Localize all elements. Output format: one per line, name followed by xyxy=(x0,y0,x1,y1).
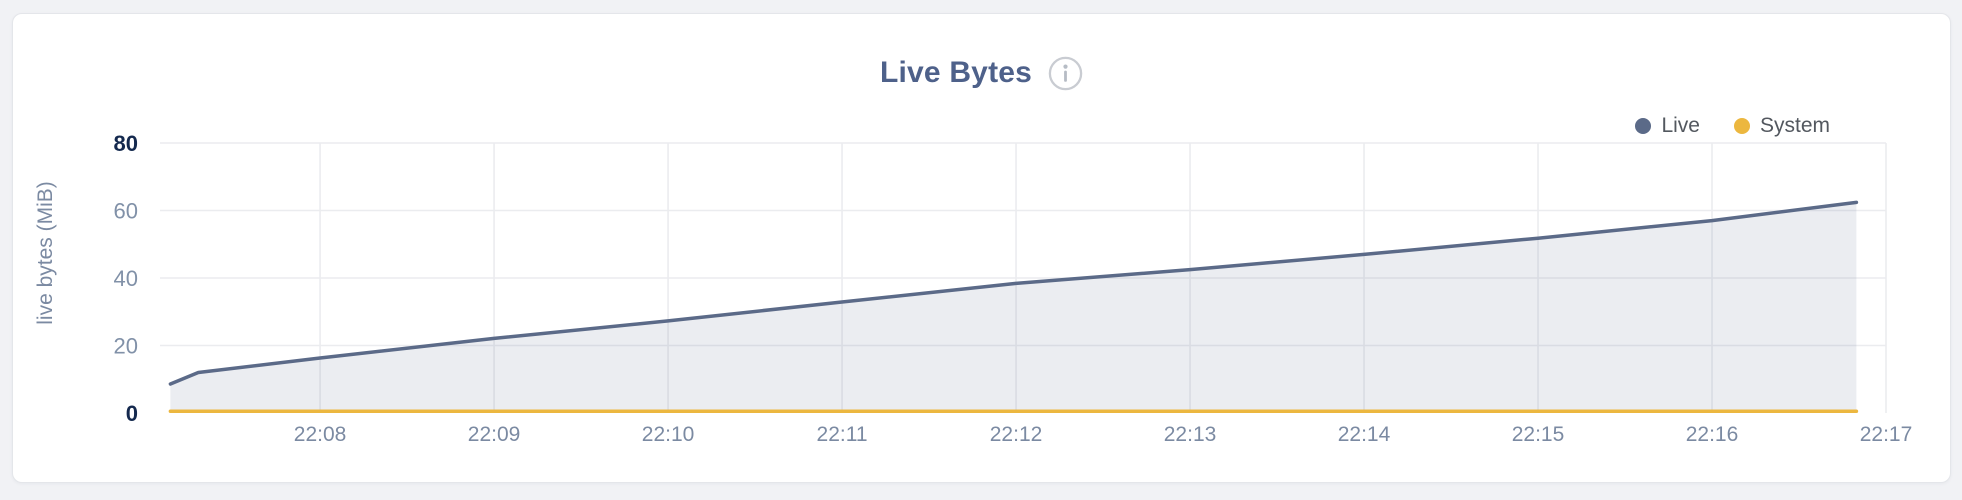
legend-item-live[interactable]: Live xyxy=(1635,114,1700,138)
panel-header: Live Bytes xyxy=(13,50,1950,96)
info-icon[interactable] xyxy=(1048,56,1083,91)
legend-dot-system xyxy=(1733,118,1750,134)
page-title: Live Bytes xyxy=(879,56,1033,89)
legend-label: Live xyxy=(1661,114,1700,137)
legend-label: System xyxy=(1759,114,1830,137)
legend-item-system[interactable]: System xyxy=(1733,114,1830,138)
legend-dot-live xyxy=(1635,118,1652,134)
legend: Live System xyxy=(1635,114,1830,138)
panel-card: Live Bytes Live System xyxy=(12,13,1951,483)
